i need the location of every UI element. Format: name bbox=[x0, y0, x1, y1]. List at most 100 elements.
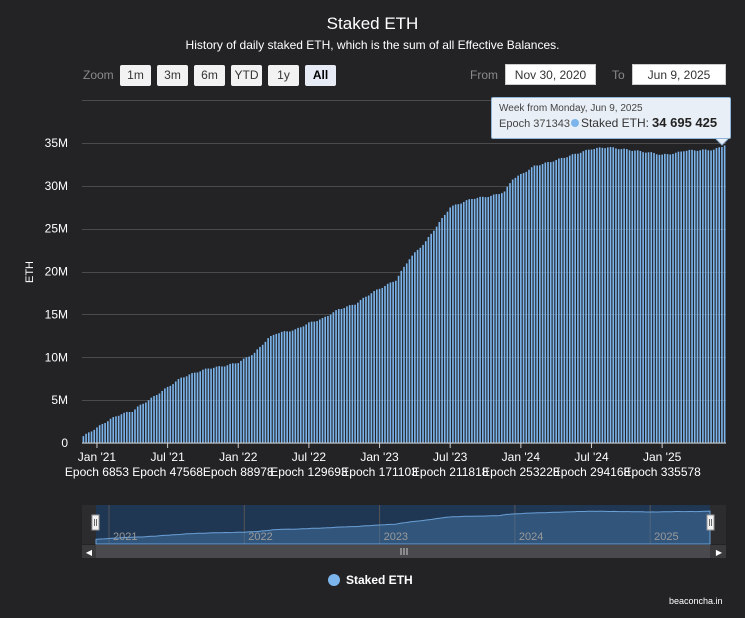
bar[interactable] bbox=[280, 331, 283, 443]
bar[interactable] bbox=[411, 255, 413, 443]
bar[interactable] bbox=[664, 153, 666, 444]
bar[interactable] bbox=[579, 152, 582, 443]
bar[interactable] bbox=[498, 194, 500, 443]
bar[interactable] bbox=[536, 165, 538, 444]
zoom-1m-button[interactable]: 1m bbox=[120, 65, 151, 86]
bar[interactable] bbox=[82, 436, 85, 443]
bar[interactable] bbox=[272, 334, 275, 443]
bar[interactable] bbox=[424, 241, 427, 443]
bar[interactable] bbox=[473, 198, 476, 443]
bar[interactable] bbox=[155, 394, 158, 443]
bar[interactable] bbox=[207, 368, 210, 443]
bar[interactable] bbox=[715, 148, 718, 443]
bar[interactable] bbox=[522, 172, 525, 443]
bar[interactable] bbox=[696, 150, 699, 443]
bar[interactable] bbox=[435, 226, 438, 443]
bar[interactable] bbox=[107, 421, 109, 443]
bar[interactable] bbox=[639, 150, 642, 444]
bar[interactable] bbox=[286, 331, 288, 443]
bar[interactable] bbox=[87, 432, 90, 443]
bar[interactable] bbox=[653, 152, 655, 443]
bar[interactable] bbox=[666, 154, 669, 443]
bar[interactable] bbox=[712, 149, 715, 444]
bar[interactable] bbox=[256, 349, 259, 443]
bar[interactable] bbox=[465, 200, 468, 443]
bar[interactable] bbox=[145, 402, 147, 443]
bar[interactable] bbox=[93, 429, 96, 443]
bar[interactable] bbox=[669, 154, 672, 444]
bar[interactable] bbox=[234, 363, 237, 443]
bar[interactable] bbox=[153, 395, 155, 443]
bar[interactable] bbox=[85, 433, 87, 443]
bar[interactable] bbox=[115, 416, 117, 443]
bar[interactable] bbox=[351, 304, 354, 443]
bar[interactable] bbox=[232, 363, 234, 443]
bar[interactable] bbox=[419, 247, 422, 443]
bar[interactable] bbox=[90, 431, 93, 443]
legend-item-staked-eth[interactable]: Staked ETH bbox=[328, 573, 413, 587]
bar[interactable] bbox=[685, 150, 688, 444]
zoom-all-button[interactable]: All bbox=[305, 65, 336, 86]
bar[interactable] bbox=[316, 321, 318, 443]
bar[interactable] bbox=[226, 365, 229, 443]
bar[interactable] bbox=[620, 149, 623, 443]
bar[interactable] bbox=[533, 165, 536, 443]
bar[interactable] bbox=[549, 162, 552, 443]
bar[interactable] bbox=[346, 306, 348, 443]
bar[interactable] bbox=[449, 207, 452, 443]
bar[interactable] bbox=[645, 152, 647, 444]
bar[interactable] bbox=[376, 289, 378, 443]
bar[interactable] bbox=[340, 308, 343, 443]
bar[interactable] bbox=[661, 154, 663, 443]
bar[interactable] bbox=[596, 147, 598, 443]
bar[interactable] bbox=[318, 319, 321, 443]
bar[interactable] bbox=[484, 197, 487, 443]
bar[interactable] bbox=[313, 321, 316, 443]
bar[interactable] bbox=[329, 314, 332, 443]
bar[interactable] bbox=[384, 285, 386, 443]
bar[interactable] bbox=[101, 423, 104, 443]
bar[interactable] bbox=[471, 198, 473, 443]
bar[interactable] bbox=[634, 150, 636, 443]
bar[interactable] bbox=[242, 358, 245, 443]
bar[interactable] bbox=[590, 149, 593, 443]
bar[interactable] bbox=[278, 333, 280, 443]
bar[interactable] bbox=[305, 324, 307, 443]
bar[interactable] bbox=[636, 150, 639, 444]
bar[interactable] bbox=[188, 374, 191, 443]
bar[interactable] bbox=[202, 369, 204, 443]
bar[interactable] bbox=[718, 147, 721, 443]
bar[interactable] bbox=[270, 335, 272, 443]
bar[interactable] bbox=[680, 151, 682, 443]
bar[interactable] bbox=[443, 214, 446, 443]
bar[interactable] bbox=[196, 372, 199, 443]
bar[interactable] bbox=[261, 344, 264, 443]
bar[interactable] bbox=[299, 327, 302, 443]
bar[interactable] bbox=[452, 205, 454, 443]
bar[interactable] bbox=[723, 145, 726, 444]
bar[interactable] bbox=[606, 147, 609, 443]
bar[interactable] bbox=[147, 400, 150, 443]
bar[interactable] bbox=[253, 352, 256, 443]
bar[interactable] bbox=[593, 149, 596, 443]
bar[interactable] bbox=[683, 151, 685, 443]
bar[interactable] bbox=[615, 148, 617, 443]
bar[interactable] bbox=[628, 150, 631, 443]
bar[interactable] bbox=[427, 237, 430, 443]
bar[interactable] bbox=[343, 308, 346, 443]
bar[interactable] bbox=[172, 384, 174, 443]
bar[interactable] bbox=[528, 169, 530, 444]
bar[interactable] bbox=[335, 310, 337, 443]
bar[interactable] bbox=[514, 177, 517, 443]
bar[interactable] bbox=[158, 393, 161, 443]
bar[interactable] bbox=[221, 366, 223, 443]
bar[interactable] bbox=[302, 326, 305, 443]
bar[interactable] bbox=[120, 414, 123, 443]
bar[interactable] bbox=[251, 355, 253, 443]
bar[interactable] bbox=[359, 299, 362, 443]
bar[interactable] bbox=[721, 147, 723, 443]
scroll-right-icon[interactable]: ▶ bbox=[716, 548, 723, 557]
bar[interactable] bbox=[204, 368, 207, 443]
bar[interactable] bbox=[414, 252, 416, 443]
bar[interactable] bbox=[509, 183, 511, 444]
